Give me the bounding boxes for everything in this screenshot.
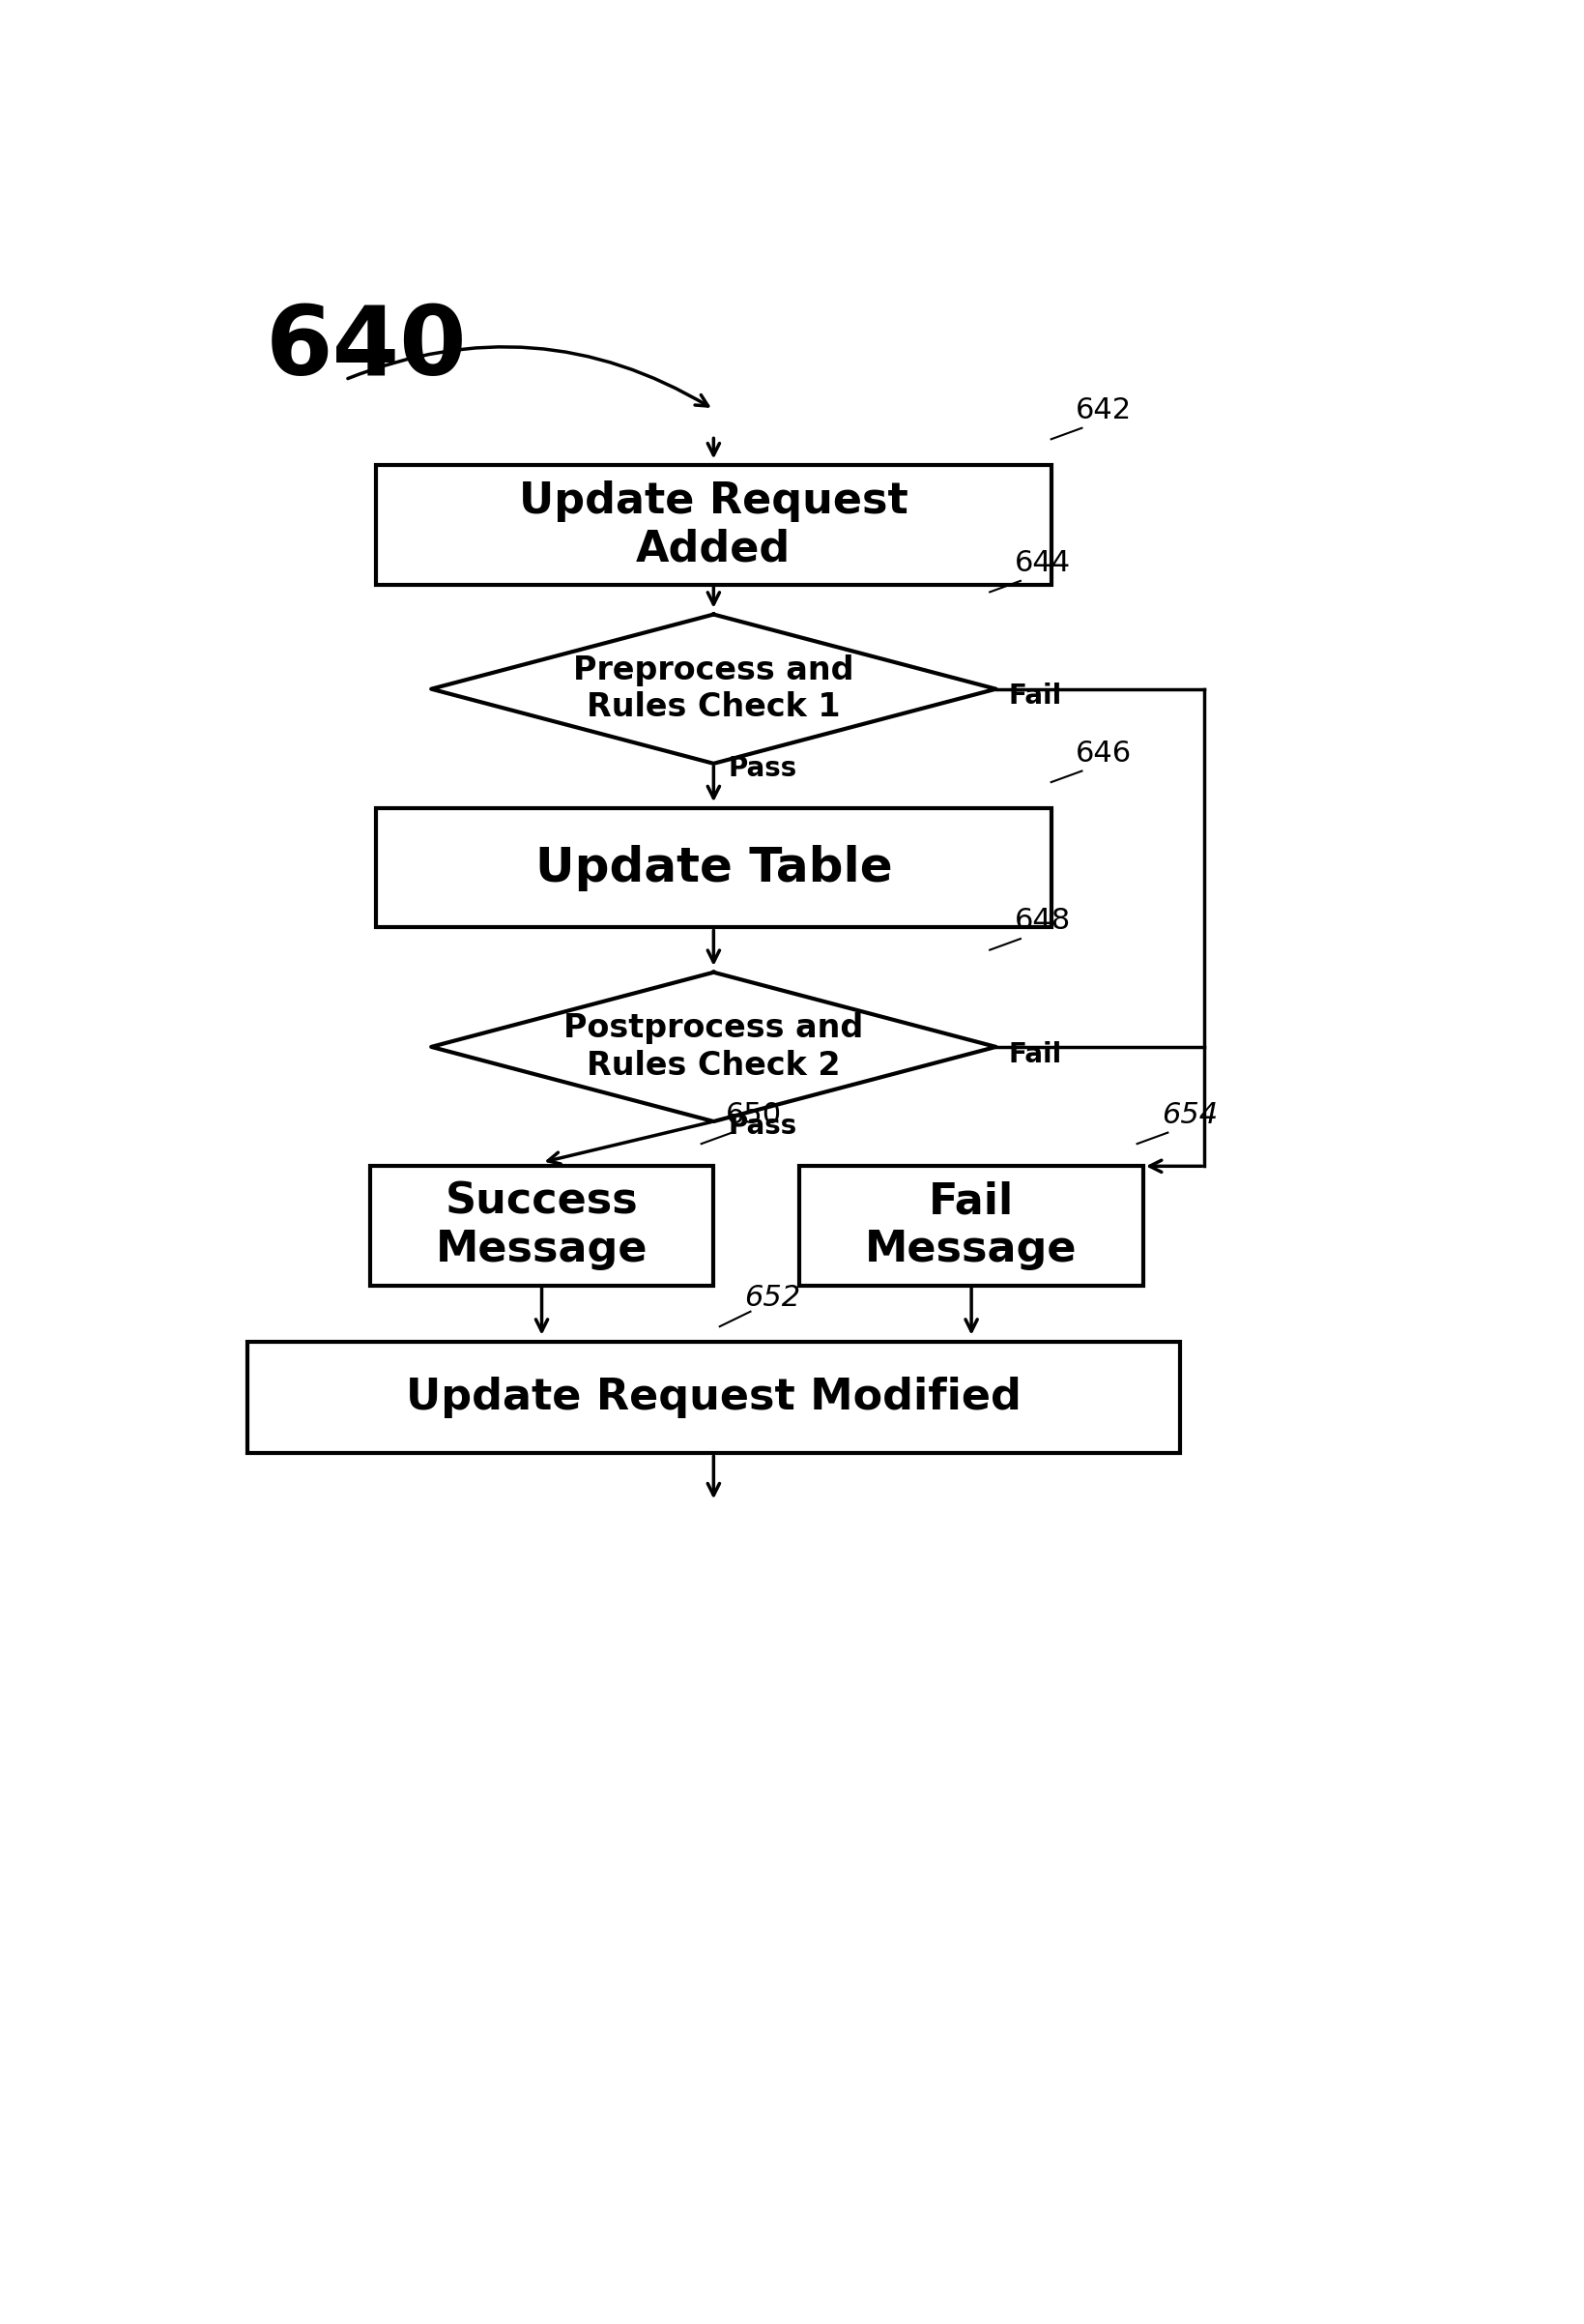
Text: Postprocess and
Rules Check 2: Postprocess and Rules Check 2 bbox=[564, 1013, 863, 1081]
Text: 652: 652 bbox=[744, 1283, 800, 1311]
FancyBboxPatch shape bbox=[375, 465, 1052, 586]
Text: 640: 640 bbox=[266, 302, 467, 395]
FancyBboxPatch shape bbox=[247, 1341, 1180, 1452]
Text: Update Request Modified: Update Request Modified bbox=[406, 1376, 1022, 1418]
Text: 642: 642 bbox=[1076, 395, 1133, 425]
Text: Success
Message: Success Message bbox=[436, 1181, 648, 1271]
Text: 650: 650 bbox=[725, 1102, 782, 1129]
Text: Update Table: Update Table bbox=[535, 844, 892, 890]
Text: Preprocess and
Rules Check 1: Preprocess and Rules Check 1 bbox=[573, 655, 854, 723]
Text: Pass: Pass bbox=[729, 755, 797, 781]
Text: Fail
Message: Fail Message bbox=[865, 1181, 1077, 1271]
FancyBboxPatch shape bbox=[375, 809, 1052, 927]
Text: Pass: Pass bbox=[729, 1113, 797, 1139]
Text: 648: 648 bbox=[1014, 906, 1071, 934]
FancyBboxPatch shape bbox=[369, 1167, 713, 1285]
Text: Fail: Fail bbox=[1009, 683, 1061, 709]
FancyBboxPatch shape bbox=[800, 1167, 1144, 1285]
Text: Fail: Fail bbox=[1009, 1041, 1061, 1067]
Text: 644: 644 bbox=[1014, 548, 1071, 576]
Text: 646: 646 bbox=[1076, 739, 1133, 767]
Text: 654: 654 bbox=[1161, 1102, 1218, 1129]
Text: Update Request
Added: Update Request Added bbox=[520, 481, 908, 569]
